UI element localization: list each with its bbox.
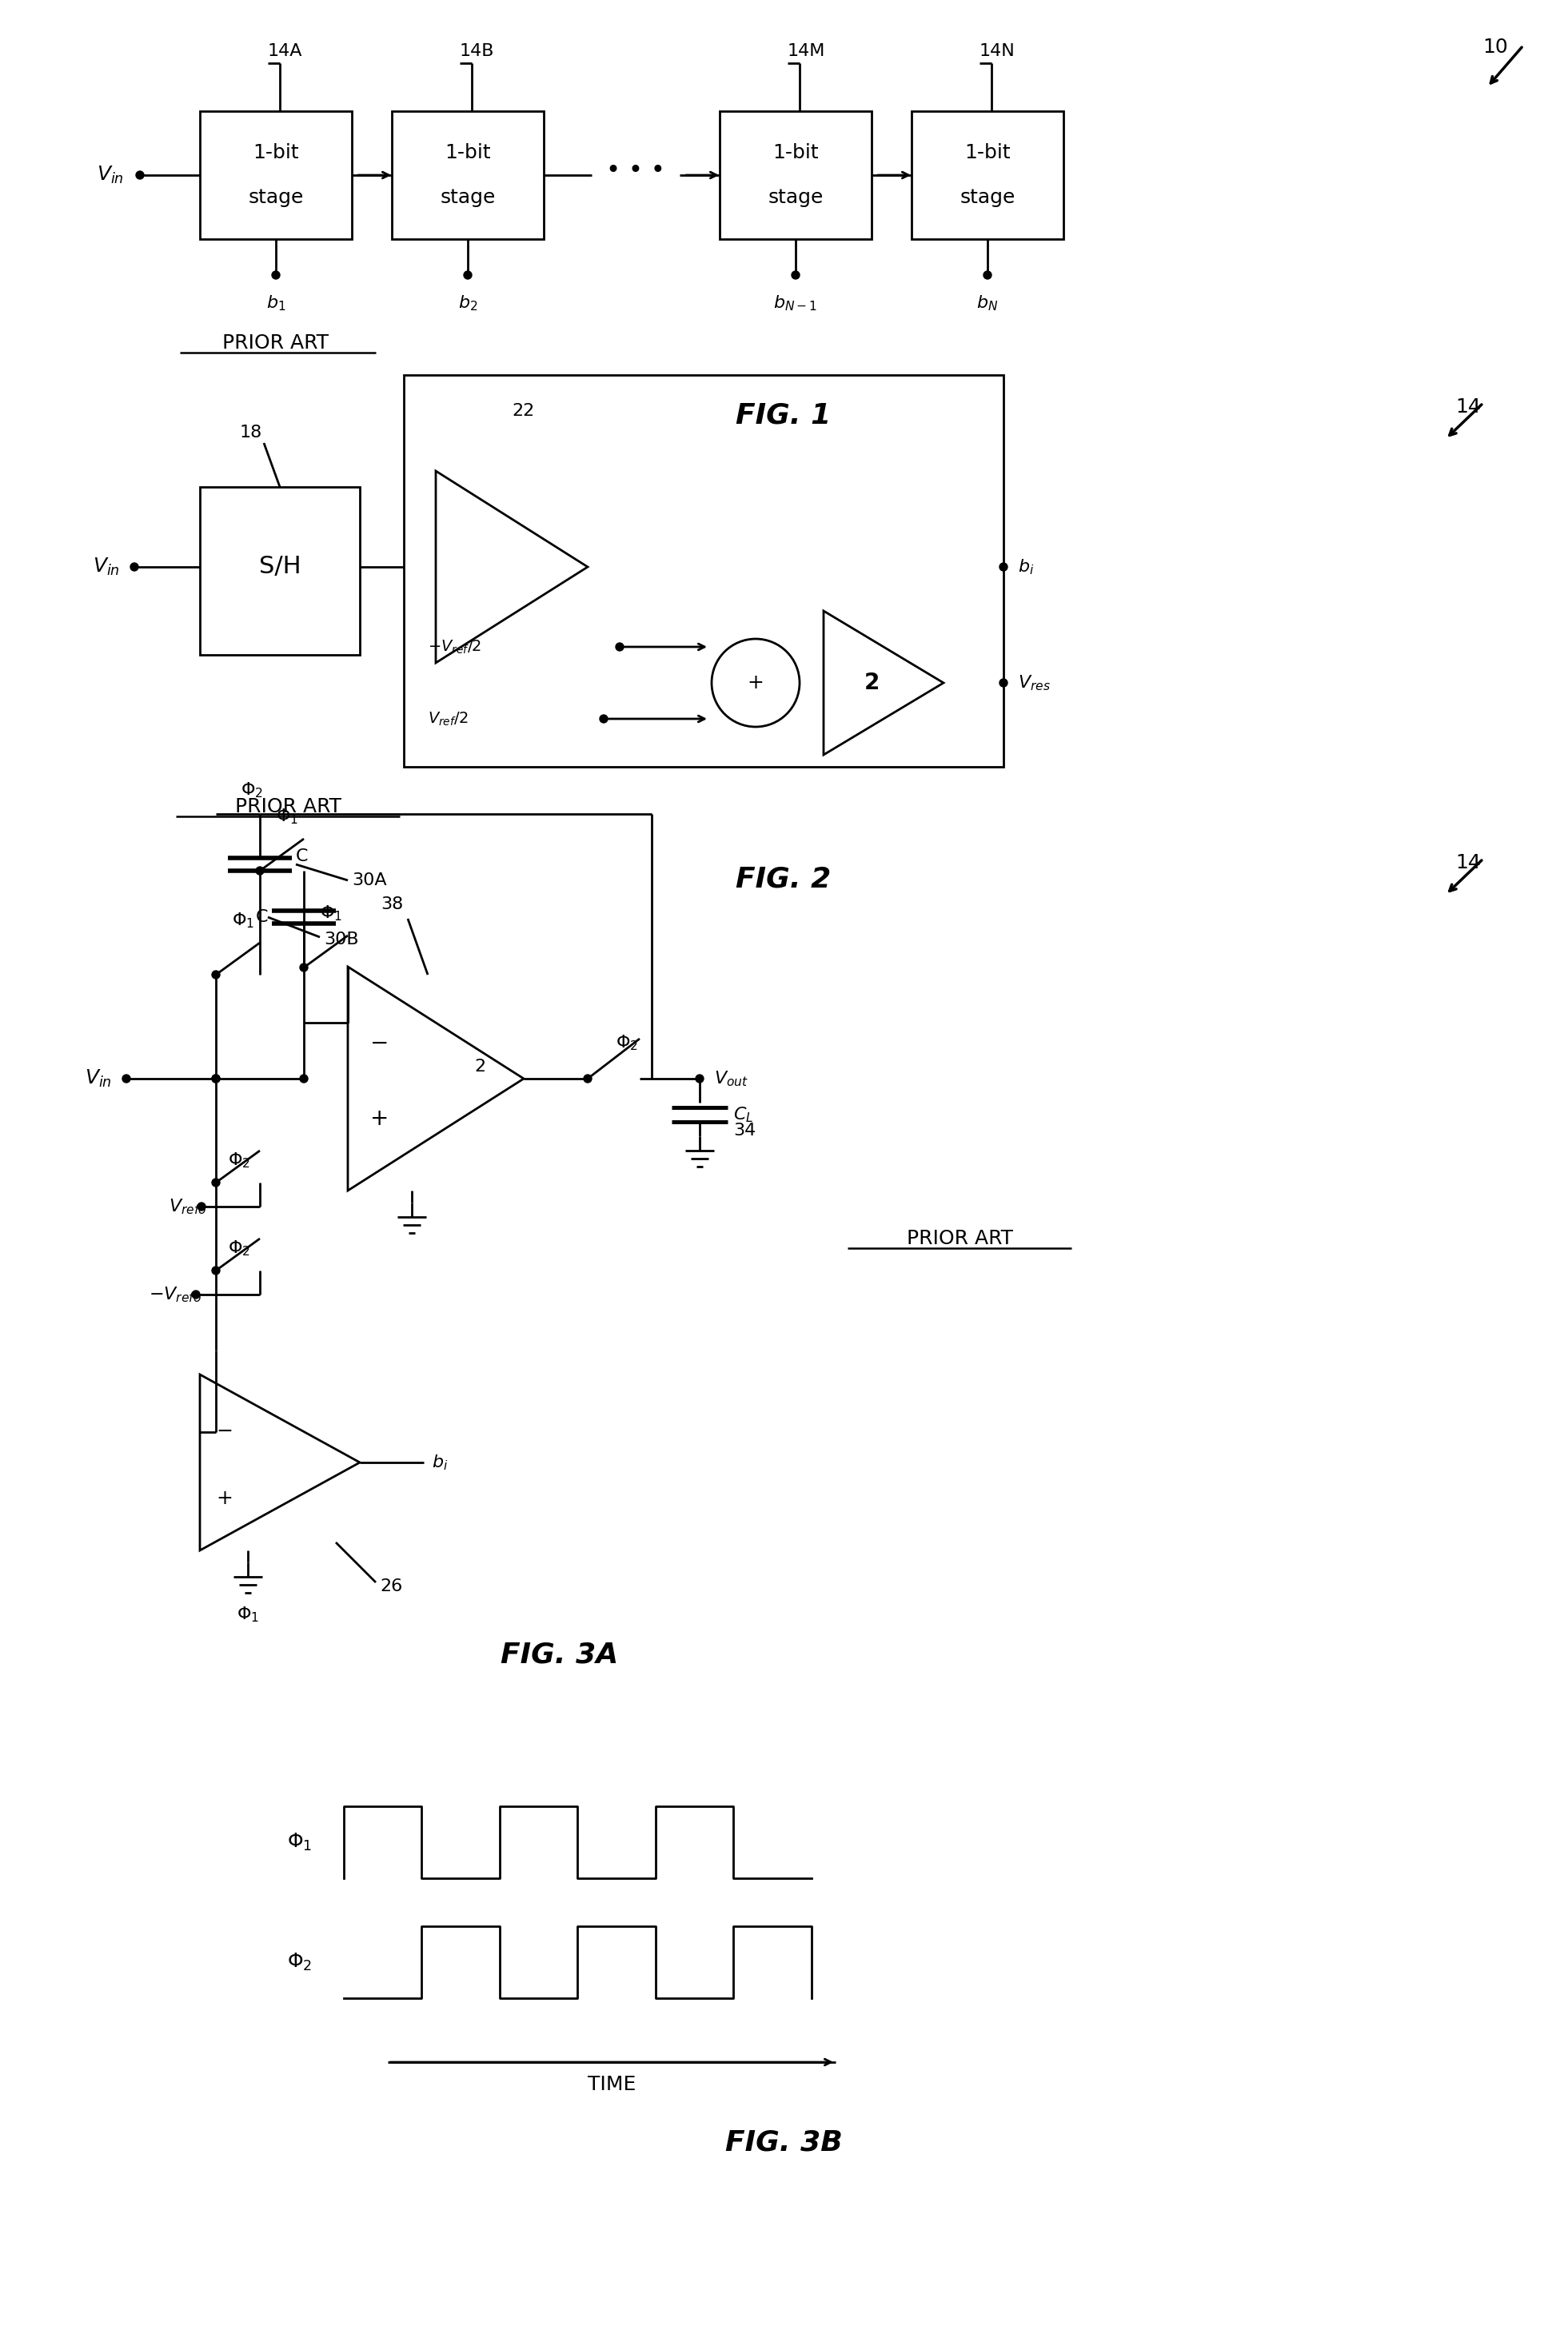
Text: S/H: S/H bbox=[259, 555, 301, 578]
Circle shape bbox=[616, 644, 624, 651]
Circle shape bbox=[212, 1074, 220, 1083]
Circle shape bbox=[583, 1074, 591, 1083]
Text: stage: stage bbox=[248, 188, 304, 207]
Circle shape bbox=[191, 1290, 199, 1300]
Text: $V_{out}$: $V_{out}$ bbox=[713, 1069, 748, 1088]
Text: 30B: 30B bbox=[325, 931, 359, 947]
Text: PRIOR ART: PRIOR ART bbox=[223, 334, 329, 352]
Text: $C_L$: $C_L$ bbox=[734, 1104, 753, 1123]
Text: $V_{res}$: $V_{res}$ bbox=[1018, 674, 1051, 693]
Text: $+$: $+$ bbox=[368, 1107, 387, 1130]
Text: $\Phi_1$: $\Phi_1$ bbox=[232, 912, 254, 931]
Text: $V_{refo}$: $V_{refo}$ bbox=[168, 1196, 207, 1215]
Text: 1-bit: 1-bit bbox=[252, 143, 299, 162]
Text: 22: 22 bbox=[511, 402, 535, 418]
Text: $\Phi_1$: $\Phi_1$ bbox=[287, 1831, 312, 1852]
Text: $-$: $-$ bbox=[368, 1032, 387, 1053]
Text: stage: stage bbox=[768, 188, 823, 207]
Text: 26: 26 bbox=[379, 1579, 403, 1593]
Circle shape bbox=[599, 714, 608, 724]
Circle shape bbox=[212, 1180, 220, 1187]
Circle shape bbox=[299, 1074, 307, 1083]
Text: C: C bbox=[256, 909, 268, 926]
Text: 38: 38 bbox=[381, 895, 405, 912]
Circle shape bbox=[999, 679, 1008, 686]
Text: 1-bit: 1-bit bbox=[773, 143, 818, 162]
Text: $\Phi_2$: $\Phi_2$ bbox=[240, 780, 263, 799]
Text: $-V_{refo}$: $-V_{refo}$ bbox=[149, 1285, 202, 1304]
Text: $V_{in}$: $V_{in}$ bbox=[85, 1069, 111, 1088]
Text: $V_{ref}/2$: $V_{ref}/2$ bbox=[428, 710, 469, 728]
Text: 1-bit: 1-bit bbox=[445, 143, 491, 162]
Text: • • •: • • • bbox=[607, 160, 665, 183]
Circle shape bbox=[464, 270, 472, 280]
Text: $\Phi_1$: $\Phi_1$ bbox=[237, 1605, 259, 1624]
Circle shape bbox=[983, 270, 991, 280]
Text: 2: 2 bbox=[864, 672, 880, 693]
Bar bbox=[405, 376, 1004, 766]
Text: $\Phi_2$: $\Phi_2$ bbox=[227, 1238, 251, 1257]
Text: FIG. 3A: FIG. 3A bbox=[500, 1640, 619, 1668]
Text: $\Phi_2$: $\Phi_2$ bbox=[616, 1034, 638, 1053]
Text: 1-bit: 1-bit bbox=[964, 143, 1010, 162]
Circle shape bbox=[256, 867, 263, 874]
Text: $V_{in}$: $V_{in}$ bbox=[93, 557, 119, 578]
Text: $+$: $+$ bbox=[216, 1490, 232, 1509]
Circle shape bbox=[271, 270, 279, 280]
Circle shape bbox=[696, 1074, 704, 1083]
Bar bbox=[911, 110, 1063, 240]
Text: $\Phi_2$: $\Phi_2$ bbox=[287, 1953, 312, 1972]
Text: +: + bbox=[748, 672, 764, 693]
Text: $b_i$: $b_i$ bbox=[1018, 557, 1035, 576]
Text: C: C bbox=[296, 848, 309, 865]
Text: 14A: 14A bbox=[268, 42, 303, 59]
Circle shape bbox=[130, 564, 138, 571]
Circle shape bbox=[999, 564, 1008, 571]
Circle shape bbox=[136, 172, 144, 179]
Text: $\Phi_1$: $\Phi_1$ bbox=[320, 905, 342, 924]
Text: 10: 10 bbox=[1482, 38, 1508, 56]
Text: FIG. 2: FIG. 2 bbox=[735, 865, 831, 893]
Text: 14B: 14B bbox=[459, 42, 494, 59]
Circle shape bbox=[792, 270, 800, 280]
Text: 34: 34 bbox=[734, 1123, 756, 1140]
Text: 18: 18 bbox=[240, 425, 262, 439]
Text: $b_2$: $b_2$ bbox=[458, 294, 478, 313]
Circle shape bbox=[122, 1074, 130, 1083]
Text: $-$: $-$ bbox=[216, 1422, 232, 1441]
Circle shape bbox=[299, 964, 307, 971]
Text: stage: stage bbox=[441, 188, 495, 207]
Text: 2: 2 bbox=[474, 1058, 486, 1074]
Circle shape bbox=[212, 1267, 220, 1274]
Text: $\Phi_1$: $\Phi_1$ bbox=[276, 806, 298, 825]
Bar bbox=[199, 486, 359, 656]
Text: 14M: 14M bbox=[787, 42, 825, 59]
Text: 14N: 14N bbox=[980, 42, 1016, 59]
Text: $b_i$: $b_i$ bbox=[431, 1452, 448, 1471]
Text: 14: 14 bbox=[1455, 397, 1480, 416]
Bar bbox=[392, 110, 544, 240]
Text: FIG. 1: FIG. 1 bbox=[735, 402, 831, 428]
Circle shape bbox=[212, 1074, 220, 1083]
Bar bbox=[720, 110, 872, 240]
Circle shape bbox=[198, 1203, 205, 1210]
Text: $b_1$: $b_1$ bbox=[267, 294, 285, 313]
Text: $V_{in}$: $V_{in}$ bbox=[97, 164, 124, 186]
Text: PRIOR ART: PRIOR ART bbox=[906, 1229, 1013, 1248]
Bar bbox=[199, 110, 351, 240]
Text: 14: 14 bbox=[1455, 853, 1480, 872]
Circle shape bbox=[212, 971, 220, 978]
Text: FIG. 3B: FIG. 3B bbox=[724, 2129, 842, 2155]
Text: $\Phi_2$: $\Phi_2$ bbox=[227, 1151, 251, 1170]
Text: stage: stage bbox=[960, 188, 1014, 207]
Text: TIME: TIME bbox=[588, 2075, 637, 2094]
Text: $b_{N-1}$: $b_{N-1}$ bbox=[773, 294, 817, 313]
Text: $-V_{ref}/2$: $-V_{ref}/2$ bbox=[428, 639, 481, 656]
Text: 30A: 30A bbox=[351, 872, 387, 888]
Text: $b_N$: $b_N$ bbox=[977, 294, 999, 313]
Text: PRIOR ART: PRIOR ART bbox=[235, 797, 340, 815]
